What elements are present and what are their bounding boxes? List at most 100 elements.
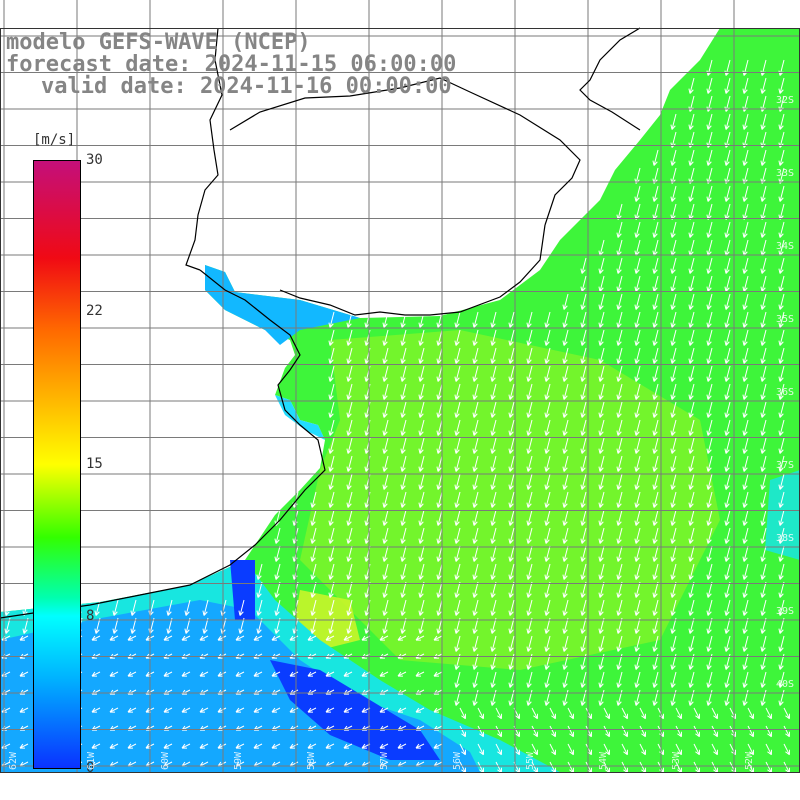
wind-arrow	[760, 527, 767, 544]
wind-arrow	[526, 635, 533, 652]
wind-arrow	[778, 563, 785, 580]
wind-arrow	[562, 545, 569, 562]
wind-arrow	[490, 563, 497, 580]
wind-arrow	[19, 671, 29, 677]
wind-arrow	[418, 419, 425, 436]
wind-arrow	[580, 599, 587, 616]
wind-arrow	[724, 113, 731, 130]
wind-arrow	[598, 437, 605, 454]
wind-arrow	[454, 635, 461, 652]
wind-arrow	[778, 581, 785, 598]
wind-arrow	[4, 617, 11, 634]
wind-arrow	[562, 527, 569, 544]
wind-arrow	[580, 401, 587, 418]
wind-arrow	[724, 635, 731, 652]
wind-arrow	[328, 437, 335, 454]
coast-uruguay-river	[185, 27, 223, 271]
wind-arrow	[742, 527, 749, 544]
wind-arrow	[634, 545, 641, 562]
wind-arrow	[603, 725, 610, 738]
wind-arrow	[310, 599, 317, 616]
wind-arrow	[670, 599, 677, 616]
wind-arrow	[544, 563, 551, 580]
wind-arrow	[325, 635, 335, 641]
wind-arrow	[634, 419, 641, 436]
wind-arrow	[706, 581, 713, 598]
wind-arrow	[346, 545, 353, 562]
wind-arrow	[778, 185, 785, 202]
wind-arrow	[328, 383, 335, 400]
wind-arrow	[400, 383, 407, 400]
wind-arrow	[634, 437, 641, 454]
wind-arrow	[688, 563, 695, 580]
wind-arrow	[742, 491, 749, 508]
lon-label: 61W	[86, 751, 97, 770]
wind-arrow	[724, 329, 731, 346]
ocean-deepblue-zone	[270, 660, 440, 760]
lat-label: 36S	[775, 387, 794, 398]
wind-arrow	[418, 455, 425, 472]
wind-arrow	[616, 599, 623, 616]
wind-arrow	[670, 149, 677, 166]
wind-arrow	[778, 383, 785, 400]
wind-arrow	[598, 275, 605, 292]
wind-arrow	[459, 743, 466, 756]
wind-arrow	[415, 671, 425, 677]
wind-arrow	[598, 455, 605, 472]
wind-arrow	[760, 419, 767, 436]
wind-arrow	[472, 491, 479, 508]
wind-arrow	[379, 671, 389, 677]
wind-arrow	[490, 545, 497, 562]
wind-arrow	[346, 383, 353, 400]
wind-arrow	[4, 599, 11, 616]
wind-arrow	[454, 365, 461, 382]
wind-arrow	[91, 743, 101, 749]
wind-arrow	[544, 635, 551, 652]
wind-arrow	[454, 455, 461, 472]
colorbar	[33, 160, 81, 769]
wind-arrow	[418, 527, 425, 544]
wind-arrow	[490, 581, 497, 598]
wind-arrow	[382, 311, 389, 328]
wind-arrow	[634, 311, 641, 328]
wind-arrow	[526, 311, 533, 328]
wind-arrow	[346, 617, 353, 634]
wind-arrow	[598, 293, 605, 310]
wind-arrow	[742, 347, 749, 364]
wind-arrow	[379, 635, 389, 641]
wind-arrow	[346, 581, 353, 598]
wind-arrow	[526, 527, 533, 544]
wind-arrow	[400, 563, 407, 580]
wind-arrow	[724, 545, 731, 562]
wind-arrow	[598, 329, 605, 346]
wind-arrow	[436, 491, 443, 508]
wind-arrow	[598, 599, 605, 616]
wind-arrow	[616, 257, 623, 274]
wind-arrow	[616, 473, 623, 490]
wind-arrow	[433, 635, 443, 641]
wind-arrow	[652, 635, 659, 652]
wind-arrow	[199, 635, 209, 641]
lat-label: 38S	[775, 533, 794, 544]
wind-arrow	[598, 311, 605, 328]
wind-arrow	[418, 599, 425, 616]
wind-arrow	[217, 743, 227, 749]
wind-arrow	[688, 437, 695, 454]
wind-arrow	[760, 401, 767, 418]
wind-arrow	[670, 221, 677, 238]
wind-arrow	[706, 383, 713, 400]
wind-arrow	[472, 437, 479, 454]
wind-arrow	[109, 671, 119, 677]
wind-arrow	[729, 725, 736, 738]
wind-arrow	[346, 455, 353, 472]
wind-arrow	[382, 401, 389, 418]
wind-arrow	[760, 311, 767, 328]
wind-arrow	[742, 149, 749, 166]
wind-arrow	[163, 671, 173, 677]
wind-arrow	[382, 455, 389, 472]
wind-arrow	[544, 347, 551, 364]
wind-arrow	[508, 491, 515, 508]
wind-arrow	[706, 149, 713, 166]
wind-arrow	[580, 527, 587, 544]
wind-arrow	[598, 401, 605, 418]
